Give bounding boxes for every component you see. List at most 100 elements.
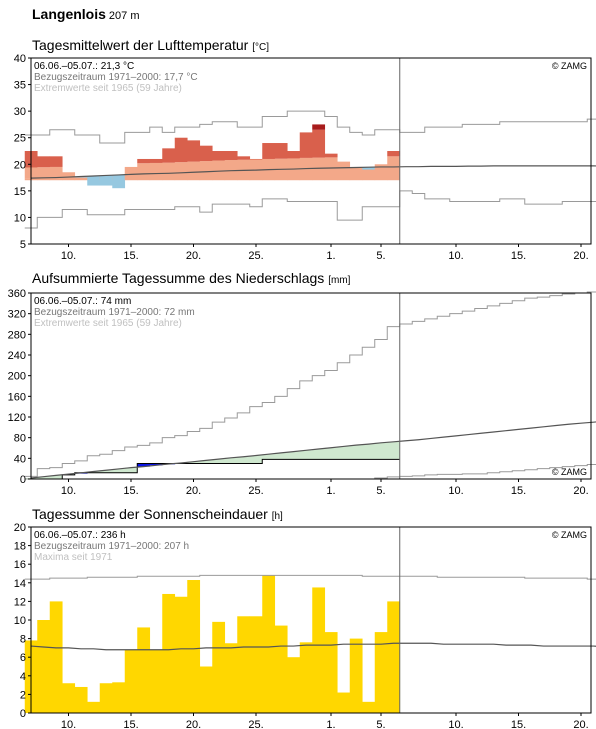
temp-bar: [262, 158, 276, 170]
temp-bar: [187, 161, 201, 173]
precipitation-x-tick-label: 1.: [326, 485, 335, 497]
sunshine-x-tick-label: 1.: [326, 719, 335, 729]
sunshine-bar: [212, 621, 226, 713]
temperature-x-tick-label: 20.: [573, 250, 588, 262]
temperature-y-tick-label: 20: [14, 159, 26, 171]
sunshine-x-tick-label: 15.: [123, 719, 138, 729]
temp-bar: [299, 157, 313, 169]
temp-bar: [274, 158, 288, 170]
temp-anomaly-bar: [162, 148, 176, 163]
precipitation-y-tick-label: 160: [8, 391, 26, 403]
temp-bar-base: [137, 173, 151, 181]
temp-bar: [249, 159, 263, 171]
precip-bar: [337, 446, 351, 460]
precip-bar: [149, 463, 163, 466]
station-header: Langenlois 207 m: [32, 6, 139, 22]
temp-cold-bar: [112, 174, 126, 189]
temp-bar: [337, 161, 351, 168]
sunshine-bar: [299, 642, 313, 713]
temp-bar-base: [199, 171, 213, 181]
sunshine-bar: [312, 587, 326, 713]
temp-anomaly-bar: [287, 151, 301, 159]
temp-bar-base: [337, 167, 351, 181]
sunshine-bar: [199, 666, 213, 713]
temp-anomaly-bar: [237, 156, 251, 160]
precip-bar: [237, 456, 251, 464]
temp-extreme-bar: [312, 124, 326, 130]
temp-bar: [199, 161, 213, 172]
temp-bar-base: [237, 170, 251, 181]
precip-bar: [249, 455, 263, 464]
temperature-frame: [30, 57, 592, 245]
temp-bar: [224, 160, 238, 171]
temperature-y-tick-label: 30: [14, 106, 26, 118]
precipitation-extreme-max-line: [24, 291, 596, 477]
sunshine-bar: [37, 620, 51, 713]
sunshine-y-tick-label: 12: [14, 596, 26, 608]
sunshine-unit: [h]: [271, 511, 283, 522]
sunshine-bar: [237, 616, 251, 713]
sunshine-bar: [387, 601, 401, 713]
sunshine-title: Tagessumme der Sonnenscheindauer [h]: [32, 506, 283, 522]
station-altitude: 207 m: [108, 10, 140, 22]
precipitation-x-tick-label: 5.: [376, 485, 385, 497]
sunshine-bar: [374, 632, 388, 713]
sunshine-x-tick-label: 15.: [511, 719, 526, 729]
precip-bar: [199, 460, 213, 464]
precipitation-y-tick-label: 320: [8, 309, 26, 321]
sunshine-y-tick-label: 18: [14, 541, 26, 553]
temp-anomaly-bar: [137, 158, 151, 164]
sunshine-title-text: Tagessumme der Sonnenscheindauer: [32, 506, 268, 522]
temp-anomaly-bar: [174, 137, 188, 163]
precip-bar: [299, 450, 313, 460]
temperature-x-tick-label: 10.: [448, 250, 463, 262]
temp-bar-base: [124, 174, 138, 181]
temperature-title-text: Tagesmittelwert der Lufttemperatur: [32, 37, 249, 53]
precip-bar: [124, 467, 138, 473]
precip-bar: [312, 449, 326, 460]
temp-bar-base: [312, 168, 326, 181]
temp-anomaly-bar: [299, 132, 313, 158]
precip-bar: [187, 461, 201, 464]
precipitation-y-tick-label: 40: [14, 453, 26, 465]
temp-anomaly-bar: [224, 151, 238, 161]
temp-anomaly-bar: [149, 158, 163, 163]
precip-bar: [87, 471, 101, 473]
precipitation-title-text: Aufsummierte Tagessumme des Niederschlag…: [32, 270, 325, 286]
sunshine-bar: [124, 649, 138, 713]
temp-bar-base: [74, 176, 88, 181]
temp-bar-base: [187, 172, 201, 181]
sunshine-x-tick-label: 20.: [573, 719, 588, 729]
temperature-chart: 5 10 15 20 25 30 35 40 10. 15. 20. 25. 1. 5. 10. 15. 20.…: [14, 53, 596, 262]
sunshine-chart: 0 2 4 6 8 10 12 14 16 18 20 10. 15. 20. 25. 1. 5. 10. 15. 2…: [14, 522, 596, 729]
precip-bar: [137, 463, 151, 467]
precipitation-title: Aufsummierte Tagessumme des Niederschlag…: [32, 270, 350, 286]
sunshine-y-tick-label: 16: [14, 559, 26, 571]
temp-bar: [212, 160, 226, 172]
temp-bar-base: [174, 172, 188, 181]
precip-bar: [374, 442, 388, 460]
sunshine-bar: [337, 692, 351, 713]
temp-anomaly-bar: [387, 151, 401, 157]
temp-bar-base: [324, 168, 338, 181]
temperature-y-tick-label: 25: [14, 133, 26, 145]
temp-bar: [324, 157, 338, 169]
precipitation-unit: [mm]: [328, 275, 351, 286]
sunshine-info-line: 06.06.–05.07.: 236 h: [34, 530, 126, 541]
temperature-info-line: 06.06.–05.07.: 21,3 °C: [34, 61, 134, 72]
precipitation-x-tick-label: 15.: [123, 485, 138, 497]
temp-anomaly-bar: [199, 145, 213, 162]
sunshine-bar: [362, 701, 376, 713]
temp-bar: [149, 162, 163, 174]
precipitation-x-tick-label: 10.: [448, 485, 463, 497]
temp-anomaly-bar: [262, 143, 276, 159]
precip-bar: [324, 447, 338, 460]
sunshine-y-tick-label: 6: [20, 652, 26, 664]
sunshine-x-tick-label: 25.: [248, 719, 263, 729]
precip-bar: [262, 454, 276, 460]
sunshine-bar: [324, 632, 338, 713]
temp-bar-base: [37, 177, 51, 181]
sunshine-bar: [62, 683, 76, 713]
precipitation-x-tick-label: 20.: [186, 485, 201, 497]
sunshine-bar: [49, 601, 63, 713]
